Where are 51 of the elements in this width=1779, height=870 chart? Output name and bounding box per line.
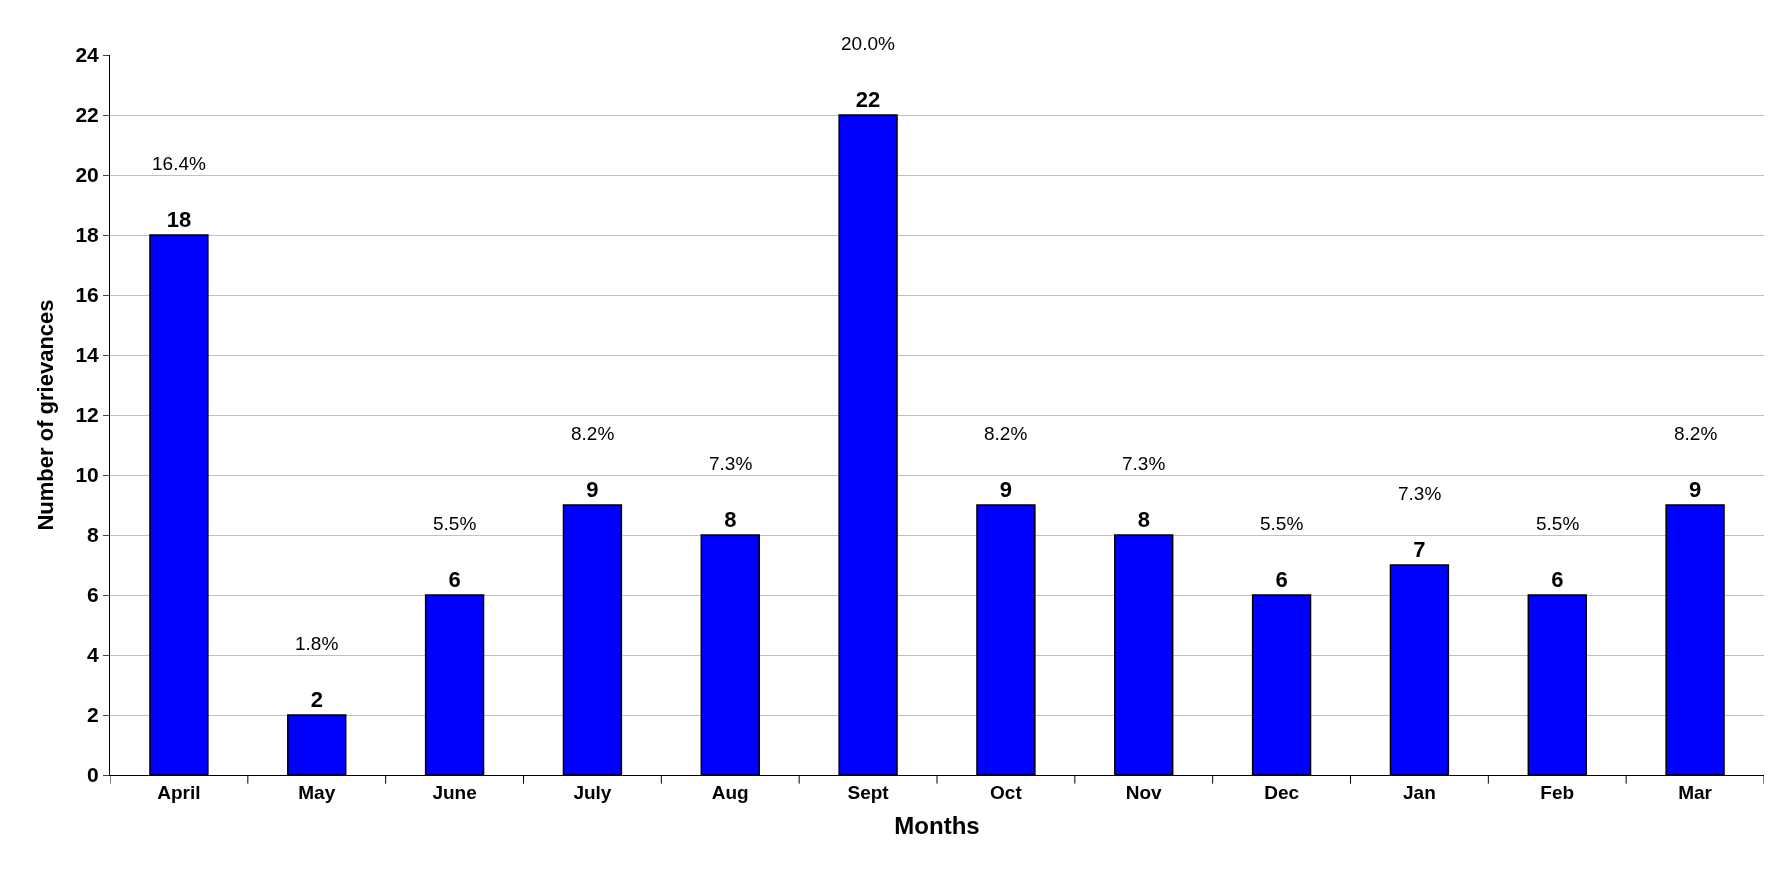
data-label: 9 [586, 477, 599, 502]
x-tick-label: April [157, 781, 201, 803]
y-tick-label: 24 [75, 43, 100, 67]
data-label: 6 [1551, 567, 1564, 592]
x-tick-label: Mar [1678, 781, 1713, 803]
text: 20.0% [841, 33, 895, 54]
x-tick-label: Jan [1403, 781, 1436, 803]
data-label: 9 [999, 477, 1013, 502]
annotation: 5.5% [1536, 513, 1580, 534]
data-label: 22 [855, 87, 881, 112]
data-label: 6 [1275, 567, 1288, 592]
annotation: 7.3% [1122, 453, 1166, 474]
annotation: 5.5% [1260, 513, 1304, 534]
data-label: 8 [724, 507, 737, 532]
y-tick-label: 2 [87, 703, 99, 727]
x-tick-label: Sept [847, 781, 890, 803]
y-tick-label: 10 [75, 463, 99, 487]
x-axis-title: Months [894, 812, 980, 840]
y-tick-label: 22 [75, 103, 99, 127]
x-tick-label: May [298, 781, 336, 803]
x-tick-label: June [432, 781, 477, 803]
x-tick-label: July [573, 781, 612, 803]
data-label: 6 [448, 567, 461, 592]
x-tick-label: Nov [1125, 781, 1163, 803]
annotation: 8.2% [571, 423, 615, 444]
y-tick-label: 20 [75, 163, 99, 187]
x-tick-label: Aug [711, 781, 749, 803]
y-tick-label: 0 [87, 763, 99, 787]
y-tick-label: 12 [75, 403, 99, 427]
annotation: 8.2% [1674, 423, 1718, 444]
annotation: 7.3% [1398, 483, 1442, 504]
data-label: 7 [1413, 537, 1426, 562]
y-tick-label: 18 [75, 223, 100, 247]
annotation: 16.4% [152, 153, 206, 174]
annotation: 1.8% [295, 633, 339, 654]
x-tick-label: Dec [1264, 781, 1300, 803]
annotation: 5.5% [433, 513, 477, 534]
annotation: 8.2% [984, 423, 1028, 444]
y-tick-label: 6 [87, 583, 99, 607]
y-tick-label: 14 [75, 343, 100, 367]
data-label: 8 [1137, 507, 1150, 532]
annotation: 7.3% [709, 453, 753, 474]
data-label: 2 [310, 687, 323, 712]
x-tick-label: Feb [1540, 781, 1575, 803]
y-tick-label: 16 [75, 283, 99, 307]
data-label: 9 [1688, 477, 1702, 502]
y-tick-label: 4 [87, 643, 100, 667]
y-axis-title: Number of grievances [33, 299, 59, 531]
y-tick-label: 8 [87, 523, 100, 547]
x-tick-label: Oct [990, 781, 1023, 803]
data-label: 18 [166, 207, 192, 232]
